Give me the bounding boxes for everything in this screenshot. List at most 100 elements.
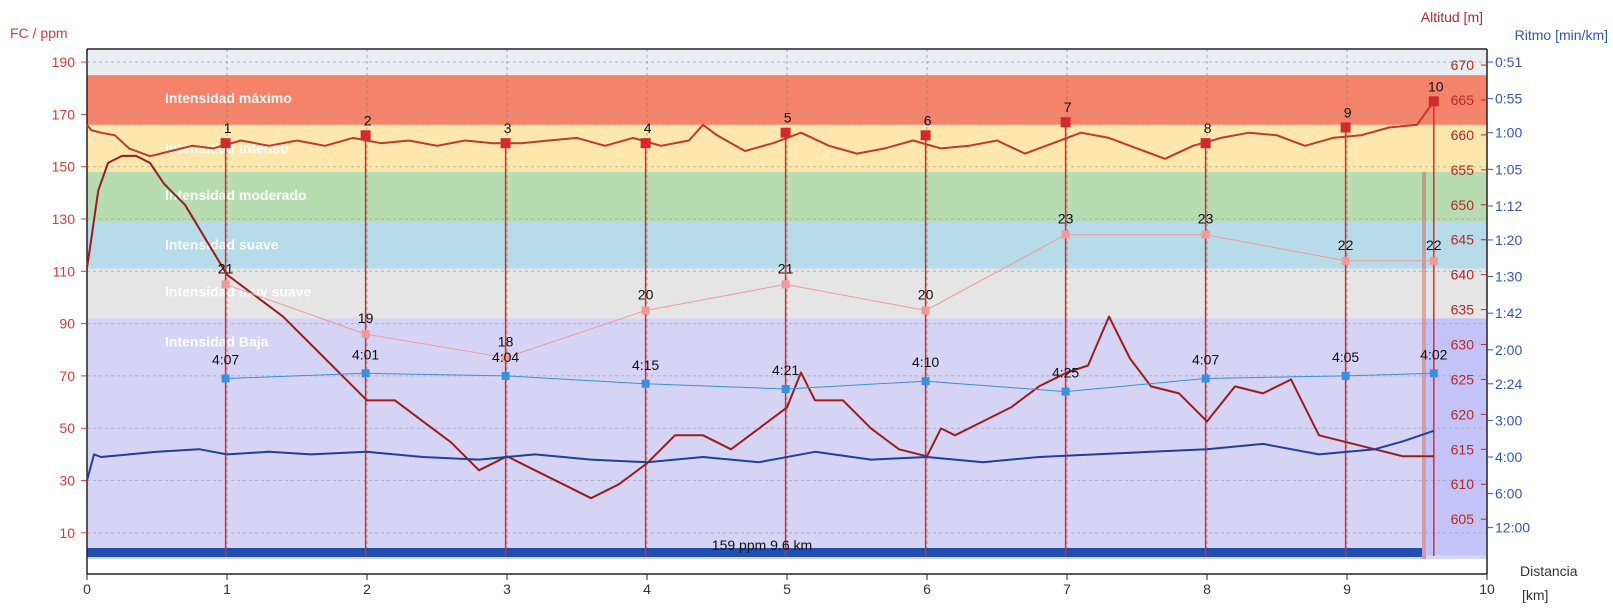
km-pace-point [1061, 387, 1070, 396]
per-km-line [225, 234, 1434, 359]
km-marker [1060, 117, 1071, 128]
altitude-tick-label: 655 [1451, 162, 1475, 178]
zone-band [87, 268, 1487, 319]
hr-tick-label: 190 [52, 54, 76, 70]
per-km-label: 19 [358, 310, 374, 326]
pace-line [86, 429, 1435, 481]
heart-rate-line [86, 100, 1435, 160]
x-axis-title: Distancia [1520, 563, 1578, 579]
per-km-label: 21 [778, 260, 794, 276]
km-pace-label: 4:05 [1332, 349, 1359, 365]
pace-tick-label: 2:00 [1495, 342, 1522, 358]
km-pace-line [225, 372, 1434, 393]
per-km-point [1201, 230, 1210, 239]
pace-tick-label: 12:00 [1495, 520, 1530, 536]
altitude-tick-label: 660 [1451, 127, 1475, 143]
bottom-band [87, 548, 1422, 557]
per-km-point [1061, 230, 1070, 239]
end-stripe [1422, 171, 1426, 559]
km-marker-label: 9 [1344, 104, 1352, 120]
pace-tick-label: 0:51 [1495, 54, 1522, 70]
km-pace-label: 4:01 [352, 346, 379, 362]
km-marker [640, 138, 651, 149]
summary-label: 159 ppm 9.6 km [712, 537, 812, 553]
km-marker [1200, 138, 1211, 149]
km-pace-point [641, 379, 650, 388]
altitude-tick-label: 625 [1451, 371, 1475, 387]
per-km-label: 21 [218, 260, 234, 276]
zone-label: Intensidad suave [165, 237, 279, 253]
km-marker [1428, 96, 1439, 107]
per-km-point [501, 353, 510, 362]
km-marker-label: 4 [644, 120, 652, 136]
per-km-label: 20 [918, 287, 934, 303]
pace-side-band [1426, 318, 1487, 555]
x-tick-label: 4 [643, 581, 651, 597]
per-km-point [921, 306, 930, 315]
km-pace-point [361, 369, 370, 378]
per-km-point [1429, 256, 1438, 265]
hr-tick-label: 170 [52, 106, 76, 122]
pace-tick-label: 1:20 [1495, 232, 1522, 248]
zone-label: Intensidad muy suave [165, 284, 311, 300]
km-marker-label: 5 [784, 110, 792, 126]
pace-tick-label: 0:55 [1495, 91, 1522, 107]
x-axis-unit: [km] [1522, 587, 1548, 603]
zone-label: Intensidad Baja [165, 333, 269, 349]
x-tick-label: 8 [1203, 581, 1211, 597]
per-km-label: 22 [1338, 237, 1354, 253]
x-tick-label: 10 [1479, 581, 1495, 597]
pace-tick-label: 1:12 [1495, 198, 1522, 214]
km-pace-label: 4:04 [492, 349, 519, 365]
km-pace-point [1201, 374, 1210, 383]
pace-tick-label: 6:00 [1495, 486, 1522, 502]
per-km-point [641, 306, 650, 315]
altitude-tick-label: 610 [1451, 476, 1475, 492]
pace-axis-title: Ritmo [min/km] [1515, 27, 1608, 43]
km-marker-label: 1 [224, 120, 232, 136]
km-marker [1340, 122, 1351, 133]
km-marker [920, 130, 931, 141]
left-axis-title: FC / ppm [10, 25, 68, 41]
hr-tick-label: 90 [59, 316, 75, 332]
x-tick-label: 7 [1063, 581, 1071, 597]
km-lines [224, 101, 1435, 556]
altitude-line [86, 154, 1434, 500]
km-pace-label: 4:10 [912, 354, 939, 370]
km-pace-point [221, 374, 230, 383]
per-km-label: 23 [1198, 211, 1214, 227]
altitude-tick-label: 615 [1451, 441, 1475, 457]
x-tick-label: 5 [783, 581, 791, 597]
hr-tick-label: 30 [59, 473, 75, 489]
distance-band [87, 548, 1422, 557]
zone-label: Intensidad máximo [165, 90, 292, 106]
pace-tick-label: 3:00 [1495, 412, 1522, 428]
pace-tick-label: 1:42 [1495, 305, 1522, 321]
altitude-tick-label: 665 [1451, 92, 1475, 108]
hr-tick-label: 110 [53, 263, 76, 279]
hr-tick-label: 50 [59, 420, 75, 436]
per-km-label: 23 [1058, 211, 1074, 227]
km-pace-label: 4:07 [1192, 352, 1219, 368]
pace-tick-label: 1:05 [1495, 161, 1522, 177]
hr-tick-label: 10 [59, 525, 75, 541]
km-pace-point [1429, 369, 1438, 378]
km-marker-label: 8 [1204, 120, 1212, 136]
per-km-label: 18 [498, 334, 514, 350]
km-marker-label: 3 [504, 120, 512, 136]
km-marker [780, 127, 791, 138]
altitude-tick-label: 630 [1451, 337, 1475, 353]
altitude-tick-label: 605 [1451, 511, 1475, 527]
axes: 1030507090110130150170190605610615620625… [52, 48, 1530, 597]
km-pace-point [501, 371, 510, 380]
x-tick-label: 1 [223, 581, 231, 597]
zone-label: Intensidad moderado [165, 187, 307, 203]
pace-tick-label: 1:30 [1495, 269, 1522, 285]
km-pace-label: 4:21 [772, 362, 799, 378]
km-marker [500, 138, 511, 149]
km-marker [220, 138, 231, 149]
x-tick-label: 3 [503, 581, 511, 597]
km-marker-label: 2 [364, 112, 372, 128]
x-tick-label: 0 [83, 581, 91, 597]
